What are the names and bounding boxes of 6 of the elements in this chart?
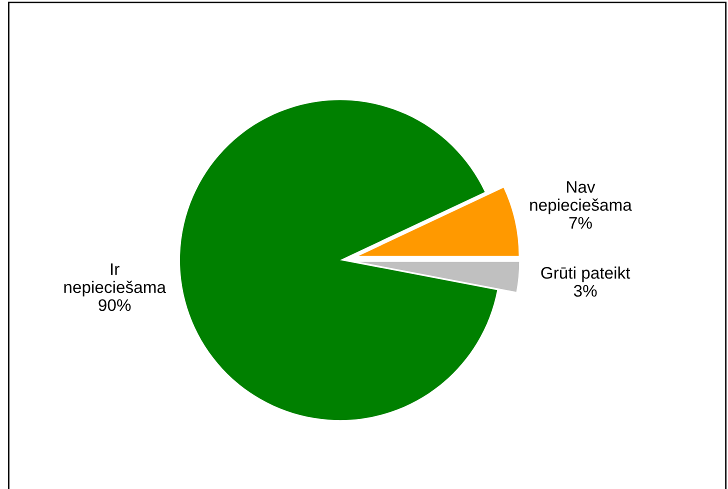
slice-label: Nav nepieciešama [530,181,632,214]
slice-label: Grūti pateikt [541,266,630,282]
slice-label: Ir nepieciešama [64,263,166,296]
data-label: 90% [98,299,131,312]
data-label: 7% [569,217,592,229]
data-label: 3% [574,284,597,297]
